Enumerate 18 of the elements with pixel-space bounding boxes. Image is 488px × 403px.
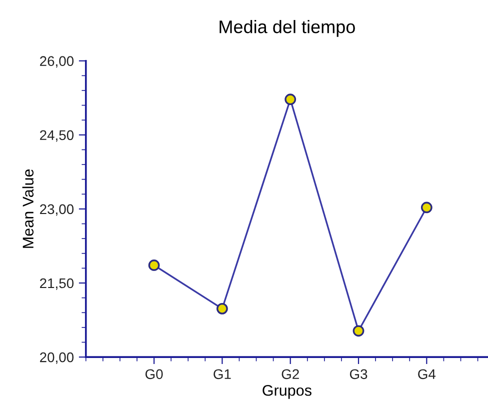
- point: [148, 260, 160, 271]
- y-tick-label: 26,00: [40, 56, 74, 68]
- point: [352, 325, 364, 337]
- x-tick-label: G4: [418, 369, 436, 380]
- point: [284, 94, 296, 106]
- point: [216, 302, 228, 314]
- x-tick-label: G3: [350, 369, 368, 380]
- x-tick-label: G2: [282, 369, 299, 380]
- y-tick-label: 24,50: [40, 130, 74, 142]
- y-tick-label: 20,00: [40, 352, 74, 364]
- x-tick-label: G1: [214, 369, 231, 380]
- y-axis-title: Mean Value: [22, 169, 34, 248]
- point: [420, 202, 432, 214]
- y-tick-label: 23,00: [40, 204, 74, 216]
- x-tick-label: G0: [145, 369, 163, 380]
- x-axis-title: Grupos: [262, 384, 312, 399]
- chart-title: Media del tiempo: [220, 20, 355, 37]
- y-tick-label: 21,50: [40, 278, 74, 290]
